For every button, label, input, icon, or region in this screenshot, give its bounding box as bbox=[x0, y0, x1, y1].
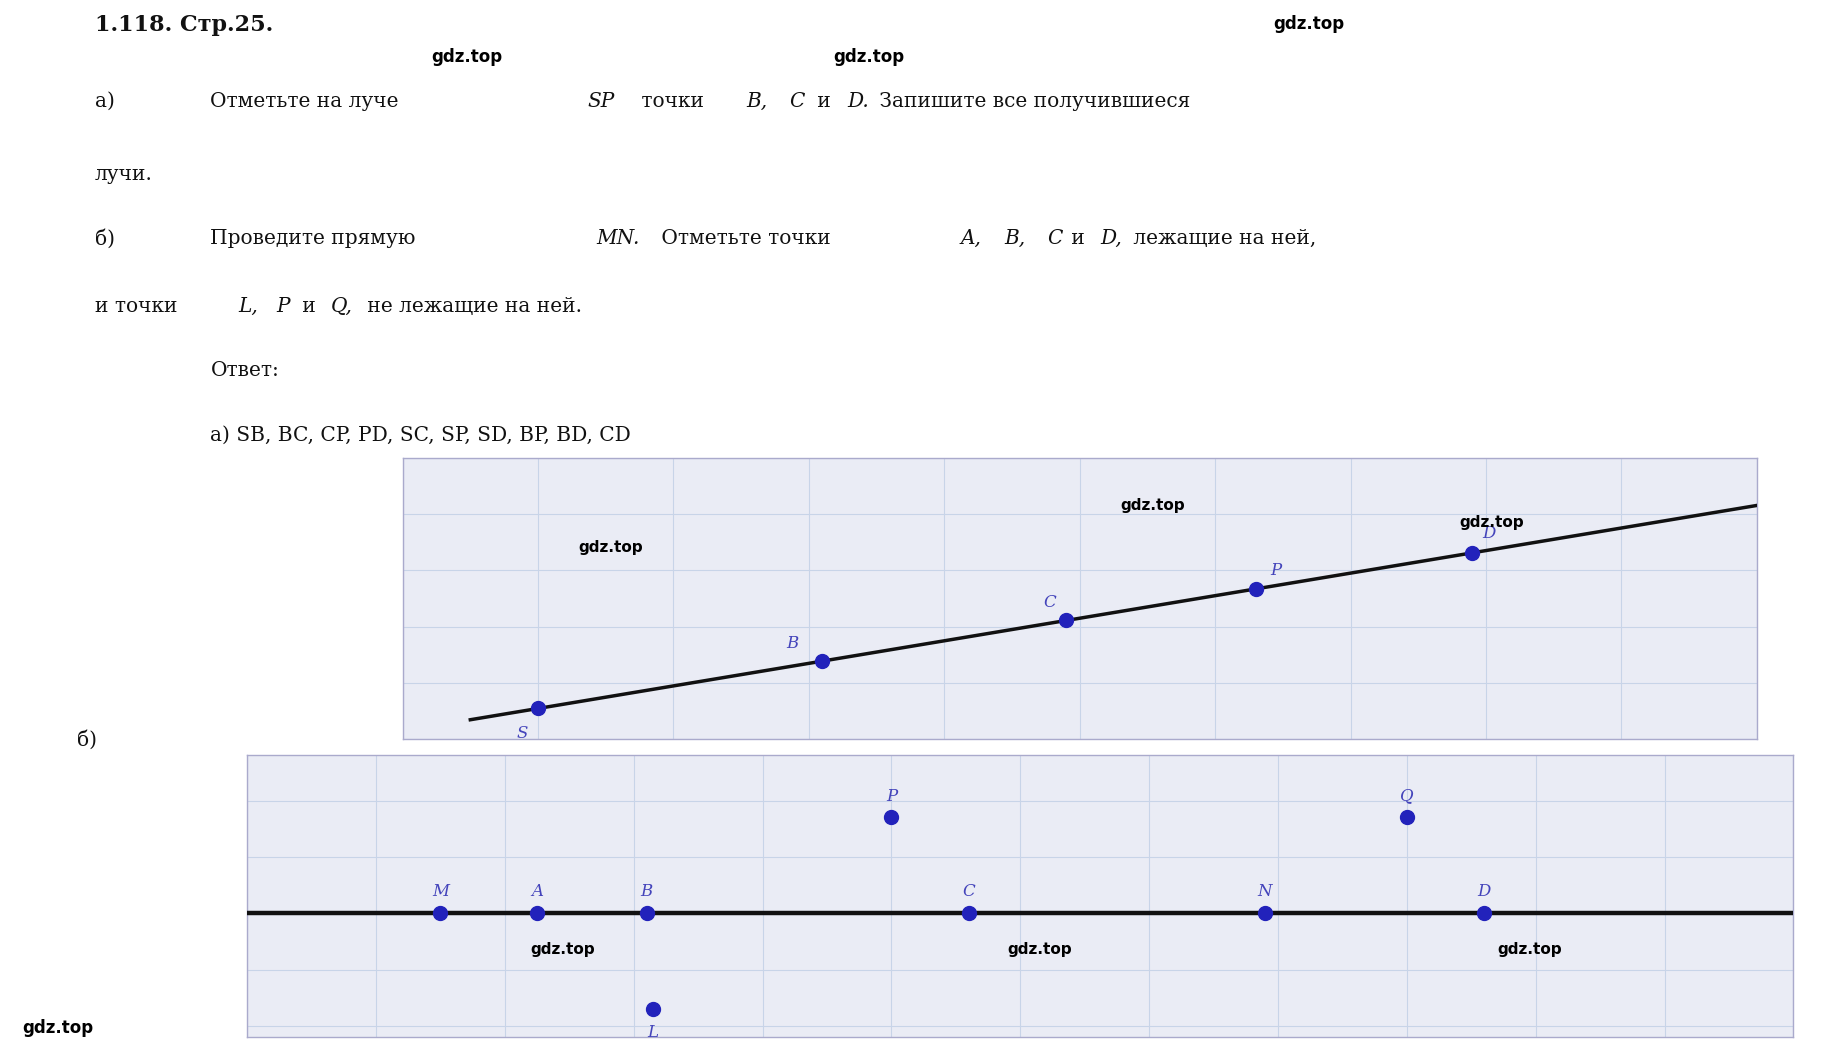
Text: A,: A, bbox=[961, 229, 981, 248]
Text: gdz.top: gdz.top bbox=[432, 48, 501, 66]
Text: N: N bbox=[1257, 883, 1272, 900]
Text: б): б) bbox=[95, 229, 115, 249]
Text: Проведите прямую: Проведите прямую bbox=[210, 229, 423, 248]
Text: Ответ:: Ответ: bbox=[210, 362, 280, 381]
Text: B: B bbox=[787, 634, 798, 651]
Text: и: и bbox=[1065, 229, 1091, 248]
Text: 1.118. Стр.25.: 1.118. Стр.25. bbox=[95, 14, 273, 36]
Text: D,: D, bbox=[1100, 229, 1122, 248]
Text: S: S bbox=[516, 726, 527, 743]
Text: C: C bbox=[789, 92, 803, 111]
Text: Отметьте на луче: Отметьте на луче bbox=[210, 92, 404, 111]
Text: а): а) bbox=[95, 92, 115, 111]
Text: C: C bbox=[963, 883, 975, 900]
Text: D.: D. bbox=[847, 92, 869, 111]
Text: б): б) bbox=[77, 730, 97, 749]
Text: и: и bbox=[811, 92, 836, 111]
Text: gdz.top: gdz.top bbox=[22, 1019, 93, 1037]
Text: D: D bbox=[1477, 883, 1491, 900]
Text: не лежащие на ней.: не лежащие на ней. bbox=[361, 298, 582, 316]
Text: C: C bbox=[1047, 229, 1061, 248]
Text: SP: SP bbox=[587, 92, 615, 111]
Text: Отметьте точки: Отметьте точки bbox=[655, 229, 838, 248]
Text: gdz.top: gdz.top bbox=[834, 48, 904, 66]
Text: и: и bbox=[296, 298, 322, 316]
Text: лучи.: лучи. bbox=[95, 165, 154, 184]
Text: L,: L, bbox=[238, 298, 258, 316]
Text: лежащие на ней,: лежащие на ней, bbox=[1127, 229, 1316, 248]
Text: gdz.top: gdz.top bbox=[578, 541, 644, 555]
Text: B: B bbox=[640, 883, 653, 900]
Text: gdz.top: gdz.top bbox=[1007, 943, 1072, 958]
Text: B,: B, bbox=[1005, 229, 1027, 248]
Text: и точки: и точки bbox=[95, 298, 185, 316]
Text: а) SB, BC, CP, PD, SC, SP, SD, BP, BD, CD: а) SB, BC, CP, PD, SC, SP, SD, BP, BD, C… bbox=[210, 426, 631, 445]
Text: B,: B, bbox=[747, 92, 769, 111]
Text: точки: точки bbox=[635, 92, 710, 111]
Text: A: A bbox=[531, 883, 544, 900]
Text: Запишите все получившиеся: Запишите все получившиеся bbox=[873, 92, 1190, 111]
Text: P: P bbox=[886, 787, 897, 804]
Text: Q: Q bbox=[1400, 787, 1413, 804]
Text: D: D bbox=[1482, 525, 1495, 542]
Text: gdz.top: gdz.top bbox=[531, 943, 595, 958]
Text: gdz.top: gdz.top bbox=[1459, 515, 1524, 530]
Text: P: P bbox=[1270, 563, 1281, 580]
Text: MN.: MN. bbox=[597, 229, 640, 248]
Text: L: L bbox=[648, 1025, 659, 1042]
Text: C: C bbox=[1043, 594, 1056, 611]
Text: gdz.top: gdz.top bbox=[1120, 498, 1186, 513]
Text: M: M bbox=[432, 883, 448, 900]
Text: gdz.top: gdz.top bbox=[1274, 15, 1343, 33]
Text: gdz.top: gdz.top bbox=[1497, 943, 1561, 958]
Text: Q,: Q, bbox=[331, 298, 353, 316]
Text: P: P bbox=[276, 298, 289, 316]
